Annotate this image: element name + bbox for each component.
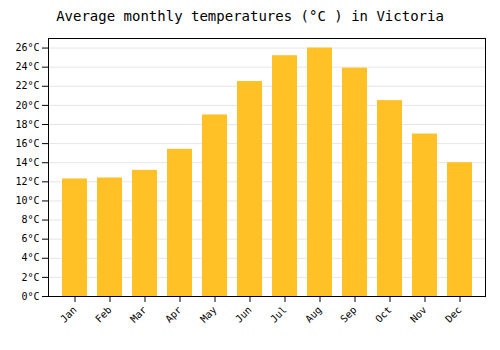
svg-text:26°C: 26°C (15, 42, 39, 53)
svg-text:Oct: Oct (373, 304, 394, 325)
svg-text:Sep: Sep (338, 304, 359, 325)
svg-text:22°C: 22°C (15, 80, 39, 91)
svg-text:0°C: 0°C (21, 291, 39, 302)
svg-text:18°C: 18°C (15, 119, 39, 130)
svg-text:Jul: Jul (268, 304, 289, 325)
svg-text:2°C: 2°C (21, 272, 39, 283)
svg-text:Mar: Mar (128, 304, 149, 325)
svg-text:24°C: 24°C (15, 61, 39, 72)
svg-text:May: May (198, 304, 219, 325)
svg-text:20°C: 20°C (15, 100, 39, 111)
svg-text:Dec: Dec (443, 304, 464, 325)
svg-text:6°C: 6°C (21, 233, 39, 244)
svg-text:8°C: 8°C (21, 214, 39, 225)
svg-text:16°C: 16°C (15, 138, 39, 149)
svg-text:Nov: Nov (408, 304, 429, 325)
svg-text:Jun: Jun (233, 304, 254, 325)
svg-text:Feb: Feb (93, 304, 114, 325)
svg-text:14°C: 14°C (15, 157, 39, 168)
svg-text:10°C: 10°C (15, 195, 39, 206)
svg-text:Apr: Apr (163, 304, 184, 325)
svg-text:Jan: Jan (58, 304, 79, 325)
svg-text:4°C: 4°C (21, 252, 39, 263)
html-text:Average monthly temperatures (: Average monthly temperatures (°C ) in Vi… (56, 8, 444, 24)
svg-text:12°C: 12°C (15, 176, 39, 187)
svg-text:Aug: Aug (303, 304, 324, 325)
